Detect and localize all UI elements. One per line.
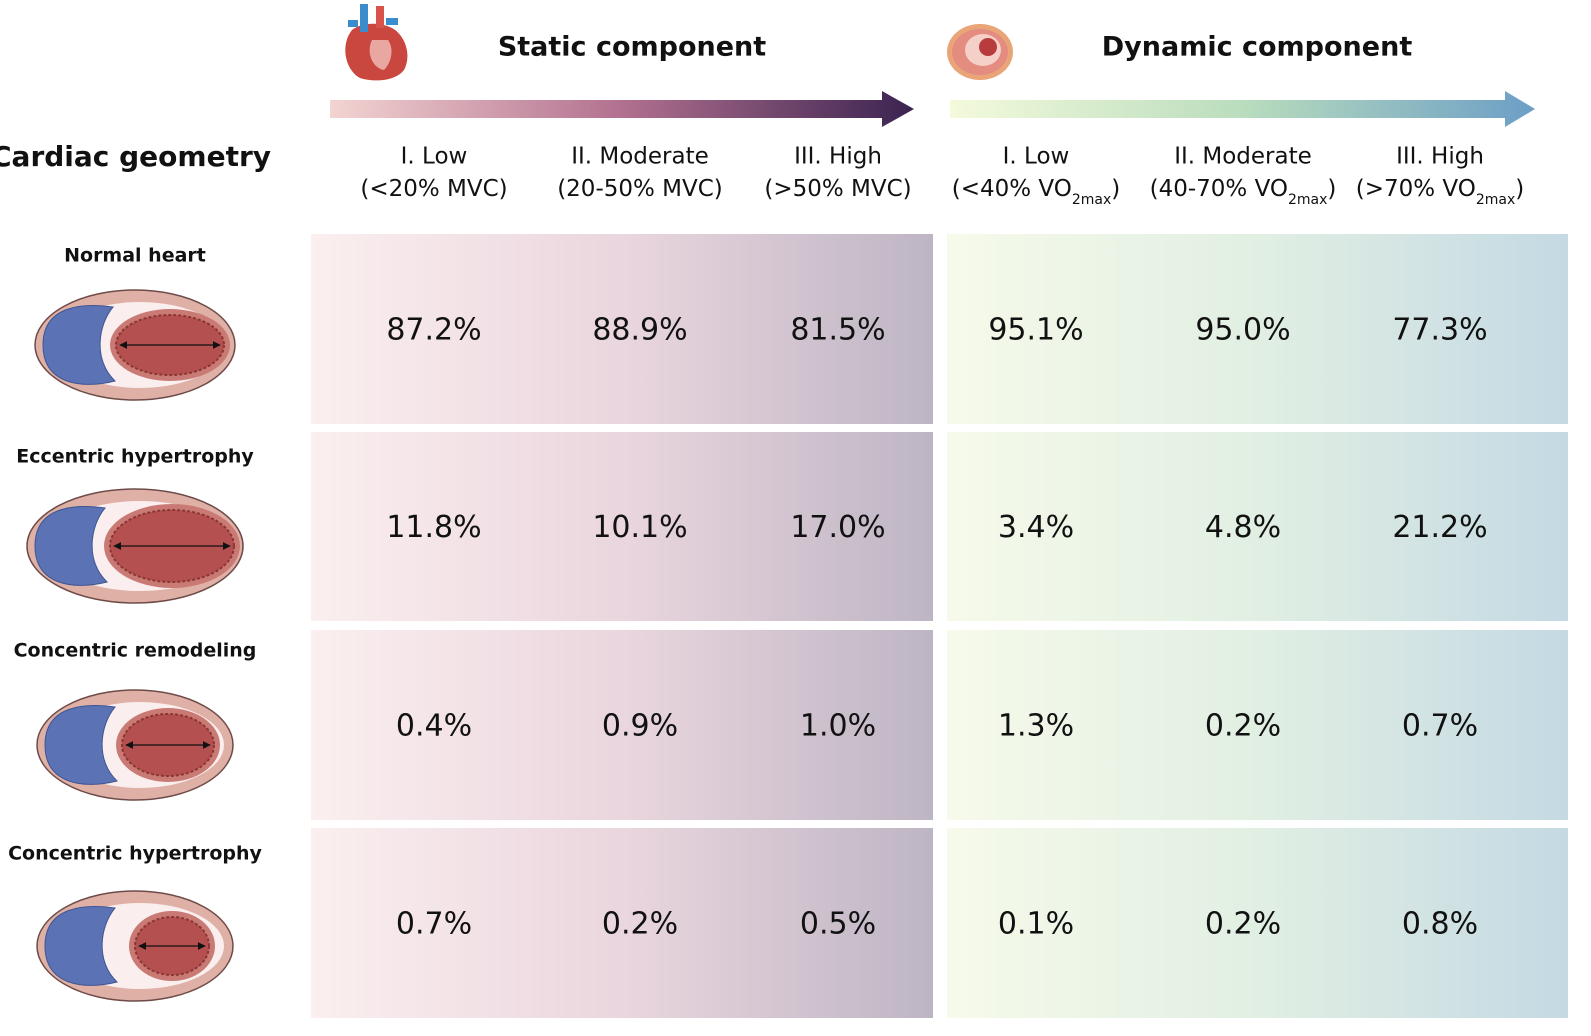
cell-value: 17.0% (790, 510, 885, 545)
row-label: Concentric remodeling (14, 640, 257, 662)
row-label: Eccentric hypertrophy (16, 446, 254, 468)
static-cell-band (311, 432, 933, 621)
range-text: (>70% VO (1356, 176, 1476, 202)
level-range: (40-70% VO2max) (1150, 176, 1337, 209)
range-subscript: 2max (1072, 192, 1111, 208)
level-name: III. High (1396, 144, 1484, 170)
range-close: ) (1327, 176, 1336, 202)
range-text: (>50% MVC) (764, 176, 911, 202)
range-subscript: 2max (1476, 192, 1515, 208)
cell-value: 0.4% (396, 709, 472, 744)
level-name: II. Moderate (1174, 144, 1312, 170)
cell-value: 0.2% (1205, 709, 1281, 744)
range-close: ) (1111, 176, 1120, 202)
cell-value: 4.8% (1205, 510, 1281, 545)
level-range: (20-50% MVC) (557, 176, 723, 202)
level-range: (<20% MVC) (360, 176, 507, 202)
level-name: I. Low (401, 144, 468, 170)
heart-diagram (26, 488, 244, 604)
range-text: (20-50% MVC) (557, 176, 723, 202)
range-subscript: 2max (1288, 192, 1327, 208)
right-ventricle (34, 506, 109, 586)
cell-value: 21.2% (1392, 510, 1487, 545)
static-cell-band (311, 234, 933, 424)
group-title: Dynamic component (1102, 32, 1413, 63)
range-close: ) (1515, 176, 1524, 202)
range-text: (<40% VO (952, 176, 1072, 202)
static-cell-band (311, 630, 933, 820)
cell-value: 11.8% (386, 510, 481, 545)
right-ventricle (42, 305, 117, 385)
level-range: (>50% MVC) (764, 176, 911, 202)
cell-value: 0.7% (396, 907, 472, 942)
level-name: III. High (794, 144, 882, 170)
cell-value: 77.3% (1392, 313, 1487, 348)
static-arrow (330, 91, 914, 127)
cross-section-icon (947, 24, 1013, 80)
cell-value: 88.9% (592, 313, 687, 348)
cell-value: 87.2% (386, 313, 481, 348)
cell-value: 0.7% (1402, 709, 1478, 744)
row-title: Cardiac geometry (0, 140, 271, 173)
cell-value: 0.5% (800, 907, 876, 942)
cell-value: 1.0% (800, 709, 876, 744)
cell-value: 10.1% (592, 510, 687, 545)
cell-value: 0.1% (998, 907, 1074, 942)
heart-icon (345, 4, 408, 81)
dynamic-cell-band (947, 234, 1568, 424)
cell-value: 0.2% (602, 907, 678, 942)
row-label: Concentric hypertrophy (8, 843, 262, 865)
range-text: (<20% MVC) (360, 176, 507, 202)
cell-value: 0.8% (1402, 907, 1478, 942)
cell-value: 1.3% (998, 709, 1074, 744)
cell-value: 81.5% (790, 313, 885, 348)
heart-diagram (34, 289, 236, 401)
cell-value: 0.9% (602, 709, 678, 744)
cell-value: 3.4% (998, 510, 1074, 545)
dynamic-cell-band (947, 828, 1568, 1018)
level-range: (>70% VO2max) (1356, 176, 1525, 209)
static-cell-band (311, 828, 933, 1018)
cell-value: 95.1% (988, 313, 1083, 348)
level-name: II. Moderate (571, 144, 709, 170)
row-label: Normal heart (64, 245, 206, 267)
cell-value: 95.0% (1195, 313, 1290, 348)
dynamic-cell-band (947, 432, 1568, 621)
dynamic-arrow (950, 91, 1535, 127)
range-text: (40-70% VO (1150, 176, 1288, 202)
dynamic-cell-band (947, 630, 1568, 820)
group-title: Static component (498, 32, 766, 63)
cell-value: 0.2% (1205, 907, 1281, 942)
right-ventricle (44, 705, 119, 785)
heart-diagram (36, 890, 234, 1002)
level-range: (<40% VO2max) (952, 176, 1121, 209)
right-ventricle (44, 906, 119, 986)
level-name: I. Low (1003, 144, 1070, 170)
heart-diagram (36, 689, 234, 801)
